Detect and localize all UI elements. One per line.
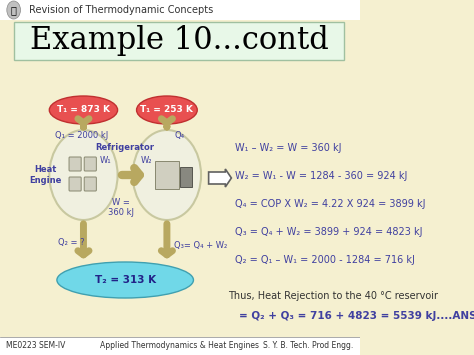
FancyBboxPatch shape bbox=[0, 0, 360, 20]
FancyBboxPatch shape bbox=[84, 177, 96, 191]
FancyBboxPatch shape bbox=[14, 22, 345, 60]
FancyArrow shape bbox=[209, 169, 231, 187]
Ellipse shape bbox=[137, 96, 197, 124]
Text: Q₄: Q₄ bbox=[174, 131, 184, 140]
Text: ME0223 SEM-IV: ME0223 SEM-IV bbox=[6, 340, 65, 350]
Text: Q₂ = Q₁ – W₁ = 2000 - 1284 = 716 kJ: Q₂ = Q₁ – W₁ = 2000 - 1284 = 716 kJ bbox=[235, 255, 415, 265]
FancyBboxPatch shape bbox=[69, 157, 81, 171]
Ellipse shape bbox=[49, 96, 118, 124]
Text: W₁: W₁ bbox=[100, 156, 112, 165]
FancyBboxPatch shape bbox=[0, 337, 360, 355]
Text: Q₃= Q₄ + W₂: Q₃= Q₄ + W₂ bbox=[174, 241, 228, 250]
Circle shape bbox=[49, 130, 118, 220]
Text: 🏛: 🏛 bbox=[11, 5, 17, 15]
Text: W₁ – W₂ = W = 360 kJ: W₁ – W₂ = W = 360 kJ bbox=[235, 143, 342, 153]
Text: T₁ = 873 K: T₁ = 873 K bbox=[57, 105, 110, 115]
FancyBboxPatch shape bbox=[180, 167, 192, 187]
FancyBboxPatch shape bbox=[155, 161, 179, 189]
Text: Heat
Engine: Heat Engine bbox=[29, 165, 62, 185]
Text: T₁ = 253 K: T₁ = 253 K bbox=[140, 105, 193, 115]
Text: Revision of Thermodynamic Concepts: Revision of Thermodynamic Concepts bbox=[29, 5, 213, 15]
Ellipse shape bbox=[57, 262, 193, 298]
Circle shape bbox=[7, 1, 20, 19]
Text: Thus, Heat Rejection to the 40 °C reservoir: Thus, Heat Rejection to the 40 °C reserv… bbox=[228, 291, 438, 301]
Circle shape bbox=[133, 130, 201, 220]
FancyBboxPatch shape bbox=[84, 157, 96, 171]
Text: Q₃ = Q₄ + W₂ = 3899 + 924 = 4823 kJ: Q₃ = Q₄ + W₂ = 3899 + 924 = 4823 kJ bbox=[235, 227, 423, 237]
Text: W =
360 kJ: W = 360 kJ bbox=[109, 198, 135, 217]
Text: Q₂ = ?: Q₂ = ? bbox=[58, 238, 84, 247]
Text: Q₁ = 2000 kJ: Q₁ = 2000 kJ bbox=[55, 131, 108, 140]
Text: = Q₂ + Q₃ = 716 + 4823 = 5539 kJ....ANS: = Q₂ + Q₃ = 716 + 4823 = 5539 kJ....ANS bbox=[239, 311, 474, 321]
Text: S. Y. B. Tech. Prod Engg.: S. Y. B. Tech. Prod Engg. bbox=[263, 340, 354, 350]
Text: W₂ = W₁ - W = 1284 - 360 = 924 kJ: W₂ = W₁ - W = 1284 - 360 = 924 kJ bbox=[235, 171, 408, 181]
Text: Applied Thermodynamics & Heat Engines: Applied Thermodynamics & Heat Engines bbox=[100, 340, 259, 350]
FancyBboxPatch shape bbox=[69, 177, 81, 191]
Text: T₂ = 313 K: T₂ = 313 K bbox=[95, 275, 156, 285]
Text: Q₄ = COP X W₂ = 4.22 X 924 = 3899 kJ: Q₄ = COP X W₂ = 4.22 X 924 = 3899 kJ bbox=[235, 199, 426, 209]
Text: Example 10...contd: Example 10...contd bbox=[30, 26, 328, 56]
Text: W₂: W₂ bbox=[140, 156, 152, 165]
Text: Refrigerator: Refrigerator bbox=[96, 143, 155, 153]
